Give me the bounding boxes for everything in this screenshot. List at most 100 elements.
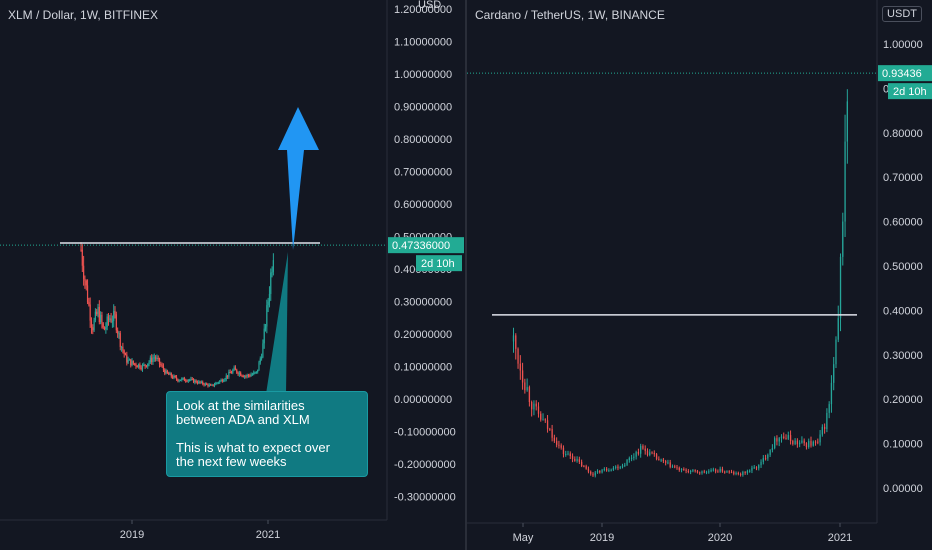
candle-body (230, 372, 233, 374)
price-tick-label: 1.20000000 (394, 4, 452, 16)
candle-body (710, 470, 712, 472)
candle-body (653, 452, 655, 455)
candle-body (81, 249, 83, 266)
candle-body (202, 381, 204, 384)
candle-body (236, 369, 238, 373)
candle-body (154, 357, 157, 359)
candle-body (149, 357, 151, 362)
candle-body (667, 462, 669, 464)
price-tick-label: 0.00000000 (394, 394, 452, 406)
candle-body (105, 326, 107, 330)
candle-body (844, 141, 846, 222)
candle-body (232, 370, 234, 373)
ada-chart-pane[interactable]: 1.000000.900000.800000.700000.600000.500… (467, 0, 932, 550)
candle-body (189, 379, 191, 381)
candle-body (213, 384, 216, 386)
pane-divider[interactable] (465, 0, 467, 550)
candle-body (160, 364, 162, 366)
candle-body (549, 428, 551, 430)
candle-body (762, 458, 764, 462)
candle-body (199, 381, 201, 383)
candle-body (624, 464, 626, 466)
candle-body (111, 321, 114, 323)
candle-body (196, 382, 199, 384)
candle-body (194, 380, 196, 383)
candle-body (86, 285, 89, 303)
price-tick-label: 0.70000 (883, 172, 923, 184)
annotation-callout[interactable]: Look at the similarities between ADA and… (166, 391, 368, 477)
price-tick-label: 0.40000 (883, 305, 923, 317)
candle-body (565, 453, 567, 455)
candle-body (699, 472, 701, 474)
candle-body (535, 403, 537, 407)
candle-body (571, 456, 574, 459)
candle-body (229, 371, 231, 373)
candle-body (124, 354, 127, 356)
callout-line: Look at the similarities (176, 398, 305, 413)
candle-body (114, 310, 116, 315)
candle-body (665, 461, 667, 463)
ada-chart-canvas[interactable]: 1.000000.900000.800000.700000.600000.500… (467, 0, 932, 550)
price-tick-label: -0.10000000 (394, 427, 456, 439)
candle-body (787, 435, 789, 439)
candle-body (177, 379, 179, 381)
price-tick-label: 0.20000 (883, 394, 923, 406)
candle-body (119, 333, 121, 347)
candle-body (569, 453, 571, 457)
time-tick-label: 2021 (828, 532, 852, 544)
candle-body (678, 467, 680, 471)
candle-body (157, 357, 159, 359)
candle-body (724, 471, 726, 473)
candle-body (764, 458, 767, 460)
candle-body (515, 335, 517, 349)
last-price-label-bg (878, 65, 932, 82)
candle-body (553, 437, 556, 442)
candle-body (254, 372, 256, 374)
candle-body (136, 366, 138, 368)
candle-body (658, 458, 660, 460)
candle-body (633, 456, 635, 458)
candle-body (671, 466, 674, 468)
candle-body (758, 465, 760, 469)
candle-body (689, 471, 692, 473)
candle-body (785, 437, 787, 439)
candle-body (526, 387, 528, 391)
candle-body (662, 459, 665, 462)
candle-body (174, 375, 176, 378)
time-tick-label: 2021 (256, 529, 280, 541)
candle-body (209, 384, 212, 386)
xlm-chart-pane[interactable]: 1.20000000 1.10000000 1.00000000 0.90000000… (0, 0, 465, 550)
candle-body (562, 447, 565, 455)
candle-body (610, 469, 612, 471)
candle-body (603, 468, 605, 471)
candle-body (730, 471, 733, 473)
candle-body (187, 380, 189, 382)
candle-body (263, 328, 265, 344)
price-tick-label: 0.10000 (883, 439, 923, 451)
candle-body (721, 468, 724, 472)
candle-body (558, 444, 560, 446)
candle-body (198, 381, 200, 384)
candle-body (96, 311, 98, 315)
time-tick-label: 2020 (708, 532, 732, 544)
candle-body (733, 472, 735, 474)
candle-body (830, 382, 833, 405)
candle-body (140, 367, 142, 369)
candle-body (712, 469, 714, 471)
candle-body (660, 459, 662, 461)
candle-body (217, 382, 220, 384)
candle-body (139, 364, 141, 368)
candle-body (617, 466, 619, 469)
candle-body (212, 384, 214, 386)
candle-body (794, 440, 796, 444)
candle-body (215, 383, 217, 385)
candle-body (240, 372, 242, 376)
candle-body (755, 467, 758, 469)
xlm-chart-canvas[interactable]: 1.20000000 1.10000000 1.00000000 0.90000000… (0, 0, 465, 550)
currency-button[interactable]: USDT (882, 6, 922, 22)
candle-body (253, 372, 255, 375)
candle-body (206, 383, 208, 385)
candle-body (270, 272, 272, 294)
candle-body (223, 380, 225, 382)
candle-body (110, 318, 112, 322)
